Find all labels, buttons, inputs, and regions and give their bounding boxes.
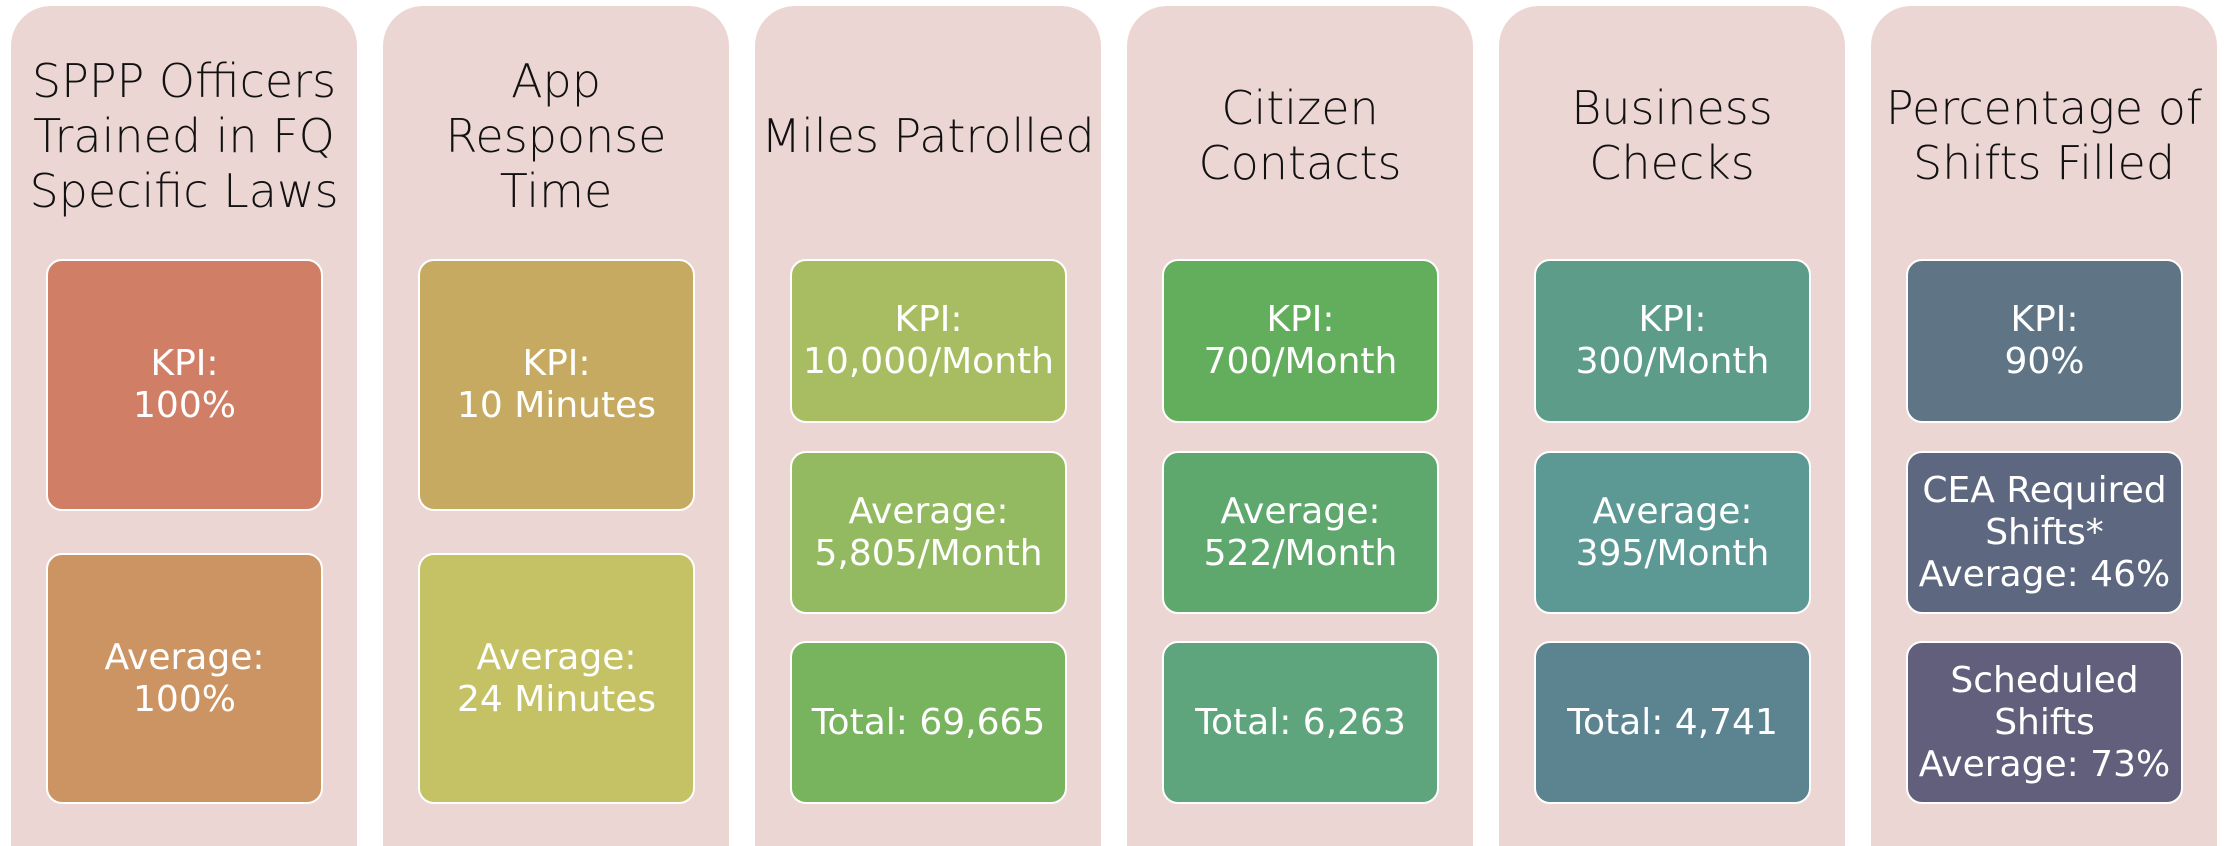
column: App Response Time KPI: 10 Minutes Average: 24 … xyxy=(383,6,729,846)
title-line: Miles Patrolled xyxy=(761,108,1095,163)
metric-box: CEA Required Shifts* Average: 46% xyxy=(1906,451,2183,614)
metric-box: Average: 522/Month xyxy=(1162,451,1439,614)
box-text: 10,000/Month xyxy=(803,341,1054,382)
box-text: 24 Minutes xyxy=(457,678,656,720)
box-text: 100% xyxy=(133,385,236,426)
box-text: Total: 69,665 xyxy=(811,701,1046,743)
box-text: Total: 6,263 xyxy=(1195,701,1406,743)
metric-box: Scheduled Shifts Average: 73% xyxy=(1906,641,2183,804)
box-text: 395/Month xyxy=(1575,532,1770,574)
box-text: Average: xyxy=(476,636,637,678)
metric-box: KPI: 90% xyxy=(1906,259,2183,423)
metric-box: KPI: 10 Minutes xyxy=(418,259,695,511)
title-line: Percentage of xyxy=(1885,81,2203,135)
title-line: Citizen xyxy=(1221,81,1379,135)
box-text: KPI: xyxy=(1638,299,1707,340)
title-line: Specific Laws xyxy=(29,163,339,218)
box-text: Total: 4,741 xyxy=(1567,701,1778,743)
title-line: Contacts xyxy=(1198,136,1402,190)
metric-box: Average: 5,805/Month xyxy=(790,451,1067,614)
metric-box: Total: 4,741 xyxy=(1534,641,1811,804)
metric-box: Average: 100% xyxy=(46,553,323,804)
box-text: Shifts xyxy=(1994,701,2095,743)
title-line: App xyxy=(511,53,601,108)
metric-box: Average: 395/Month xyxy=(1534,451,1811,614)
column-title: Percentage of Shifts Filled xyxy=(1871,36,2217,236)
title-line: Checks xyxy=(1589,136,1755,190)
box-text: Average: 73% xyxy=(1918,743,2171,785)
box-text: Average: 46% xyxy=(1918,553,2171,595)
box-text: Average: xyxy=(1220,490,1381,532)
column: SPPP Officers Trained in FQ Specific Laws K… xyxy=(11,6,357,846)
box-text: KPI: xyxy=(894,299,963,340)
box-text: 300/Month xyxy=(1575,341,1770,382)
title-line: Response xyxy=(445,108,667,163)
box-text: KPI: xyxy=(522,343,591,384)
box-text: Average: xyxy=(104,636,265,678)
column-title: Citizen Contacts xyxy=(1127,36,1473,236)
title-line: Shifts Filled xyxy=(1912,136,2176,190)
metric-box: KPI: 700/Month xyxy=(1162,259,1439,423)
box-text: Average: xyxy=(848,490,1009,532)
metric-box: KPI: 300/Month xyxy=(1534,259,1811,423)
metric-box: KPI: 100% xyxy=(46,259,323,511)
box-text: 700/Month xyxy=(1203,341,1398,382)
box-text: 5,805/Month xyxy=(814,532,1043,574)
title-line: Time xyxy=(499,163,613,218)
column: Percentage of Shifts Filled KPI: 90% CEA Req… xyxy=(1871,6,2217,846)
title-line: SPPP Officers xyxy=(31,53,337,108)
box-text: 522/Month xyxy=(1203,532,1398,574)
box-text: CEA Required xyxy=(1922,469,2167,511)
column: Business Checks KPI: 300/Month Average: 395/M… xyxy=(1499,6,1845,846)
column: Miles Patrolled KPI: 10,000/Month Average: 5… xyxy=(755,6,1101,846)
metric-box: Total: 6,263 xyxy=(1162,641,1439,804)
column: Citizen Contacts KPI: 700/Month Average: 522/… xyxy=(1127,6,1473,846)
box-text: 100% xyxy=(133,678,236,720)
title-line: Trained in FQ xyxy=(33,108,335,163)
column-title: App Response Time xyxy=(383,36,729,236)
box-text: 90% xyxy=(2004,341,2085,382)
box-text: KPI: xyxy=(150,343,219,384)
box-text: Shifts* xyxy=(1985,511,2104,553)
column-title: SPPP Officers Trained in FQ Specific Laws xyxy=(11,36,357,236)
box-text: Scheduled xyxy=(1950,659,2139,701)
metric-box: Total: 69,665 xyxy=(790,641,1067,804)
metric-box: KPI: 10,000/Month xyxy=(790,259,1067,423)
box-text: KPI: xyxy=(1266,299,1335,340)
column-title: Miles Patrolled xyxy=(755,36,1101,236)
title-line: Business xyxy=(1571,81,1773,135)
metric-box: Average: 24 Minutes xyxy=(418,553,695,804)
column-title: Business Checks xyxy=(1499,36,1845,236)
box-text: 10 Minutes xyxy=(457,385,656,426)
box-text: Average: xyxy=(1592,490,1753,532)
box-text: KPI: xyxy=(2010,299,2079,340)
